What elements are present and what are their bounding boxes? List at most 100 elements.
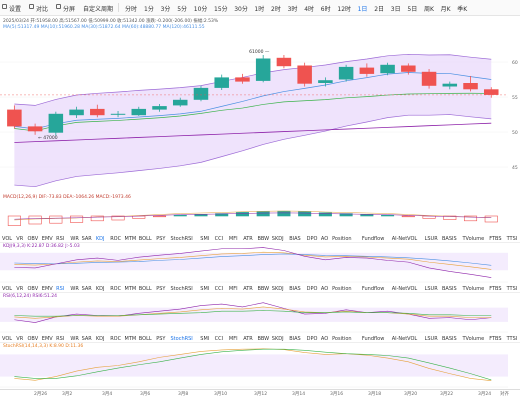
toolbar-item-0[interactable]: 设置: [9, 6, 22, 13]
indicator-tab-mtm[interactable]: MTM: [124, 236, 137, 242]
indicator-tab-bbw[interactable]: BBW: [257, 336, 270, 342]
candle[interactable]: [27, 123, 43, 135]
candle[interactable]: [380, 62, 395, 76]
indicator-tab-bias[interactable]: BIAS: [289, 286, 301, 292]
indicator-tab-wr[interactable]: WR: [70, 336, 79, 342]
period-19[interactable]: 季K: [457, 6, 468, 13]
indicator-tab-fundflow[interactable]: Fundflow: [361, 336, 385, 342]
indicator-tab-emv[interactable]: EMV: [41, 286, 53, 292]
indicator-tab-boll[interactable]: BOLL: [138, 286, 152, 292]
period-15[interactable]: 3日: [390, 6, 401, 13]
indicator-tab-lsur[interactable]: LSUR: [424, 286, 438, 292]
indicator-tab-dpo[interactable]: DPO: [306, 286, 318, 292]
indicator-tab-emv[interactable]: EMV: [41, 236, 53, 242]
period-1[interactable]: 1分: [144, 6, 154, 13]
candlestick-chart[interactable]: 60 55 50 45 61000 — ← 47000: [0, 16, 520, 194]
indicator-tab-psy[interactable]: PSY: [156, 286, 166, 292]
indicator-tab-lsur[interactable]: LSUR: [424, 236, 438, 242]
indicator-tab-lsur[interactable]: LSUR: [424, 336, 438, 342]
candle[interactable]: [235, 73, 250, 84]
indicator-tab-wr[interactable]: WR: [70, 286, 79, 292]
indicator-tab-vr[interactable]: VR: [16, 236, 24, 242]
indicator-tab-ai-netvol[interactable]: AI-NetVOL: [391, 236, 418, 242]
indicator-tab-stochrsi[interactable]: StochRSI: [170, 236, 193, 242]
indicator-tab-obv[interactable]: OBV: [27, 236, 39, 242]
period-2[interactable]: 3分: [160, 6, 171, 13]
indicator-tab-vol[interactable]: VOL: [2, 236, 13, 242]
indicator-tab-ai-netvol[interactable]: AI-NetVOL: [391, 286, 418, 292]
period-9[interactable]: 3时: [287, 6, 298, 13]
indicator-tab-dpo[interactable]: DPO: [306, 236, 318, 242]
indicator-tab-obv[interactable]: OBV: [27, 286, 39, 292]
candle[interactable]: [172, 97, 188, 107]
indicator-tab-bias[interactable]: BIAS: [289, 236, 301, 242]
indicator-tab-roc[interactable]: ROC: [110, 336, 122, 342]
indicator-tab-rsi[interactable]: RSI: [56, 336, 65, 342]
indicator-tab-bias[interactable]: BIAS: [289, 336, 301, 342]
candle[interactable]: [255, 55, 271, 83]
indicator-tab-bbw[interactable]: BBW: [257, 286, 270, 292]
indicator-tab-mfi[interactable]: MFI: [228, 236, 238, 242]
indicator-tab-ai-netvol[interactable]: AI-NetVOL: [391, 336, 418, 342]
period-4[interactable]: 10分: [193, 6, 208, 13]
indicator-tab-bbw[interactable]: BBW: [257, 236, 270, 242]
candle[interactable]: [152, 104, 167, 112]
indicator-tab-cci[interactable]: CCI: [214, 286, 224, 292]
indicator-tab-mtm[interactable]: MTM: [124, 286, 137, 292]
candle[interactable]: [318, 77, 333, 87]
candle[interactable]: [297, 62, 312, 87]
indicator-tab-roc[interactable]: ROC: [110, 236, 122, 242]
indicator-tab-rsi[interactable]: RSI: [56, 236, 65, 242]
period-0[interactable]: 分时: [125, 6, 138, 13]
indicator-tab-tvolume[interactable]: TVolume: [462, 286, 485, 292]
candle[interactable]: [7, 105, 22, 129]
candle[interactable]: [359, 63, 375, 77]
period-16[interactable]: 5日: [407, 6, 418, 13]
indicator-tab-vr[interactable]: VR: [16, 336, 24, 342]
candle[interactable]: [401, 63, 416, 75]
indicator-tab-ao[interactable]: AO: [320, 336, 329, 342]
rsi-pane[interactable]: [0, 293, 520, 333]
candle[interactable]: [193, 85, 209, 102]
period-10[interactable]: 4时: [304, 6, 315, 13]
period-17[interactable]: 周K: [424, 6, 434, 13]
period-11[interactable]: 6时: [320, 6, 331, 13]
period-7[interactable]: 1时: [254, 6, 265, 13]
indicator-tab-tvolume[interactable]: TVolume: [462, 236, 485, 242]
indicator-tab-emv[interactable]: EMV: [41, 336, 53, 342]
indicator-tab-wr[interactable]: WR: [70, 236, 79, 242]
indicator-tab-vol[interactable]: VOL: [2, 336, 13, 342]
indicator-tab-kdj[interactable]: KDJ: [95, 286, 105, 292]
indicator-tab-ao[interactable]: AO: [320, 236, 329, 242]
indicator-tab-ao[interactable]: AO: [320, 286, 329, 292]
indicator-tab-ttsi[interactable]: TTSI: [506, 336, 518, 342]
candle[interactable]: [131, 106, 147, 116]
indicator-tab-position[interactable]: Position: [332, 336, 352, 342]
candle[interactable]: [421, 69, 437, 89]
indicator-tab-skdj[interactable]: SKDJ: [271, 236, 284, 242]
stochrsi-pane[interactable]: [0, 343, 520, 388]
indicator-tab-fundflow[interactable]: Fundflow: [361, 286, 385, 292]
indicator-tab-fundflow[interactable]: Fundflow: [361, 236, 385, 242]
candle[interactable]: [69, 106, 84, 118]
align-button[interactable]: 对齐: [500, 392, 509, 397]
candle[interactable]: [463, 76, 478, 92]
indicator-tab-dpo[interactable]: DPO: [306, 336, 318, 342]
indicator-tab-basis[interactable]: BASIS: [442, 236, 457, 242]
indicator-tab-boll[interactable]: BOLL: [138, 336, 152, 342]
indicator-tab-ttsi[interactable]: TTSI: [506, 236, 518, 242]
indicator-tab-cci[interactable]: CCI: [214, 236, 224, 242]
period-5[interactable]: 15分: [214, 6, 228, 13]
kdj-pane[interactable]: [0, 243, 520, 283]
indicator-tab-ftbs[interactable]: FTBS: [489, 236, 502, 242]
indicator-tab-psy[interactable]: PSY: [156, 236, 166, 242]
macd-pane[interactable]: [0, 194, 520, 234]
indicator-tab-mfi[interactable]: MFI: [228, 286, 238, 292]
indicator-tab-basis[interactable]: BASIS: [442, 336, 457, 342]
indicator-tab-mtm[interactable]: MTM: [124, 336, 137, 342]
indicator-tab-stochrsi[interactable]: StochRSI: [170, 286, 193, 292]
indicator-tab-sar[interactable]: SAR: [81, 336, 92, 342]
period-12[interactable]: 12时: [337, 6, 352, 13]
period-8[interactable]: 2时: [271, 6, 281, 13]
candle[interactable]: [90, 104, 105, 118]
